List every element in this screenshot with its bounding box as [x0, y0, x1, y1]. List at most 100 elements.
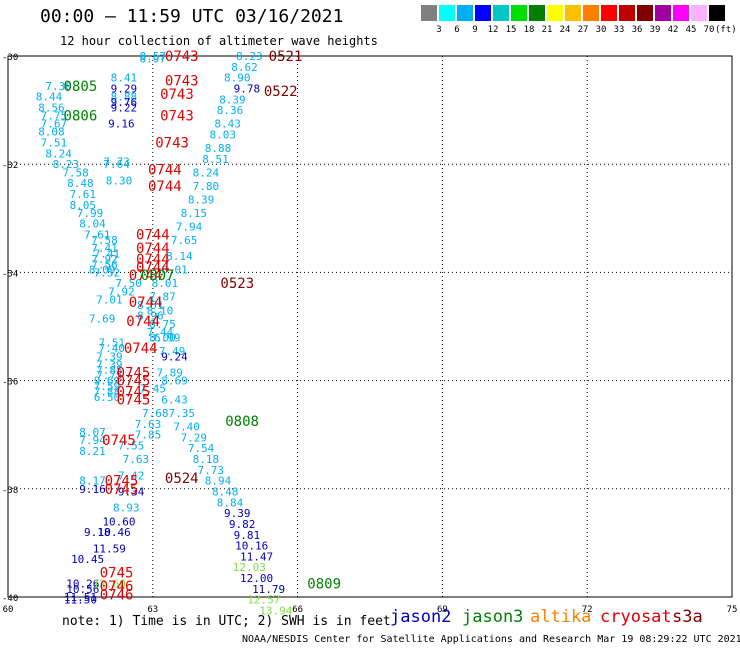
pass-time-label: 0807: [141, 268, 175, 284]
wave-height-value: 8.94: [205, 475, 232, 488]
wave-height-value: 8.01: [152, 277, 179, 290]
legend-label: 42: [667, 25, 679, 35]
footer-credit: NOAA/NESDIS Center for Satellite Applica…: [242, 634, 740, 645]
wave-height-value: 6.99: [154, 331, 181, 344]
wave-height-value: 7.99: [77, 207, 104, 220]
wave-height-value: 8.88: [205, 142, 232, 155]
legend-label: 3: [436, 25, 442, 35]
legend-label: 30: [595, 25, 607, 35]
legend-swatch: [655, 5, 671, 21]
wave-height-value: 7.41: [94, 247, 121, 260]
y-tick-label: -36: [2, 378, 18, 388]
wave-height-value: 8.17: [79, 475, 106, 488]
wave-height-value: 7.75: [41, 110, 68, 123]
pass-time-label: 0744: [126, 314, 160, 330]
legend-label: 12: [487, 25, 499, 35]
wave-height-value: 8.09: [89, 264, 116, 277]
wave-height-value: 7.63: [123, 453, 150, 466]
wave-height-value: 7.80: [193, 180, 220, 193]
pass-time-label: 0744: [136, 228, 170, 244]
wave-height-value: 10.16: [235, 540, 268, 553]
wave-height-value: 7.40: [99, 342, 126, 355]
pass-time-label: 0744: [148, 163, 182, 179]
x-tick-label: 66: [292, 605, 303, 615]
wave-height-value: 7.39: [96, 358, 123, 371]
wave-height-value: 12.00: [240, 572, 273, 585]
wave-height-value: 8.62: [231, 61, 258, 74]
page-title: 00:00 – 11:59 UTC 03/16/2021: [40, 6, 344, 27]
legend-unit: (ft): [715, 25, 737, 35]
legend-swatch: [709, 5, 725, 21]
wave-height-value: 7.55: [118, 440, 145, 453]
wave-height-value: 7.87: [149, 291, 176, 304]
legend-label: 45: [685, 25, 697, 35]
wave-height-value: 8.75: [149, 318, 176, 331]
wave-height-value: 8.57: [140, 50, 167, 63]
pass-time-label: 0745: [117, 374, 151, 390]
wave-height-value: 7.94: [79, 434, 106, 447]
wave-height-value: 8.97: [140, 53, 167, 66]
pass-time-label: 0808: [225, 414, 259, 430]
wave-height-value: 12.57: [247, 594, 280, 607]
satellite-cryosat: cryosat: [600, 607, 672, 627]
wave-height-value: 9.16: [79, 483, 106, 496]
wave-height-value: 8.18: [193, 453, 220, 466]
wave-height-value: 8.48: [67, 177, 94, 190]
wave-height-value: 7.51: [41, 137, 68, 150]
pass-time-label: 0744: [148, 179, 182, 195]
wave-height-value: 8.41: [111, 72, 138, 85]
pass-time-label: 0744: [136, 241, 170, 257]
legend-swatch: [673, 5, 689, 21]
wave-height-value: 7.75: [96, 369, 123, 382]
y-tick-label: -40: [2, 594, 18, 604]
pass-time-label: 0745: [117, 384, 151, 400]
wave-height-value: 7.58: [91, 234, 118, 247]
wave-height-value: 8.05: [70, 199, 97, 212]
legend-label: 36: [631, 25, 643, 35]
wave-height-value: 9.81: [234, 529, 261, 542]
wave-height-value: 9.24: [161, 350, 188, 363]
wave-height-value: 8.10: [147, 304, 174, 317]
pass-time-label: 0746: [100, 579, 134, 595]
wave-height-value: 7.52: [94, 266, 121, 279]
legend-label: 18: [523, 25, 535, 35]
footer-note: note: 1) Time is in UTC; 2) SWH is in fe…: [62, 614, 391, 629]
wave-height-value: 13.94: [259, 605, 292, 618]
wave-height-value: 9.76: [111, 96, 138, 109]
x-tick-label: 60: [3, 605, 14, 615]
wave-height-value: 7.50: [115, 277, 142, 290]
wave-height-value: 7.54: [188, 442, 215, 455]
pass-time-label: 0521: [269, 49, 303, 65]
wave-height-value: 8.93: [113, 502, 140, 515]
wave-height-value: 7.85: [96, 364, 123, 377]
wave-height-value: 8.90: [224, 72, 251, 85]
wave-height-value: 9.16: [108, 118, 135, 131]
y-tick-label: -32: [2, 161, 18, 171]
wave-height-value: 7.85: [135, 429, 162, 442]
legend-label: 24: [559, 25, 571, 35]
wave-height-value: 11.47: [240, 550, 273, 563]
pass-time-label: 0745: [100, 566, 134, 582]
wave-height-value: 8.01: [161, 264, 188, 277]
wave-height-value: 7.40: [173, 421, 200, 434]
legend-label: 21: [541, 25, 553, 35]
legend-swatch: [475, 5, 491, 21]
wave-height-value: 8.07: [79, 426, 106, 439]
wave-height-value: 9.39: [224, 507, 251, 520]
wave-height-value: 6.50: [94, 391, 121, 404]
legend-swatch: [565, 5, 581, 21]
wave-height-value: 8.84: [217, 496, 244, 509]
wave-height-value: 7.92: [91, 253, 118, 266]
wave-height-value: 8.88: [111, 91, 138, 104]
wave-height-value: 7.68: [142, 407, 169, 420]
wave-height-value: 8.56: [38, 101, 65, 114]
y-tick-label: -34: [2, 269, 18, 279]
legend-swatch: [691, 5, 707, 21]
wave-height-value: 11.51: [64, 591, 97, 604]
wave-height-value: 9.18: [84, 526, 111, 539]
wave-height-value: 7.44: [147, 326, 174, 339]
pass-time-label: 0745: [117, 365, 151, 381]
wave-height-value: 8.30: [106, 174, 133, 187]
pass-time-label: 0744: [136, 252, 170, 268]
wave-height-value: 8.36: [217, 104, 244, 117]
